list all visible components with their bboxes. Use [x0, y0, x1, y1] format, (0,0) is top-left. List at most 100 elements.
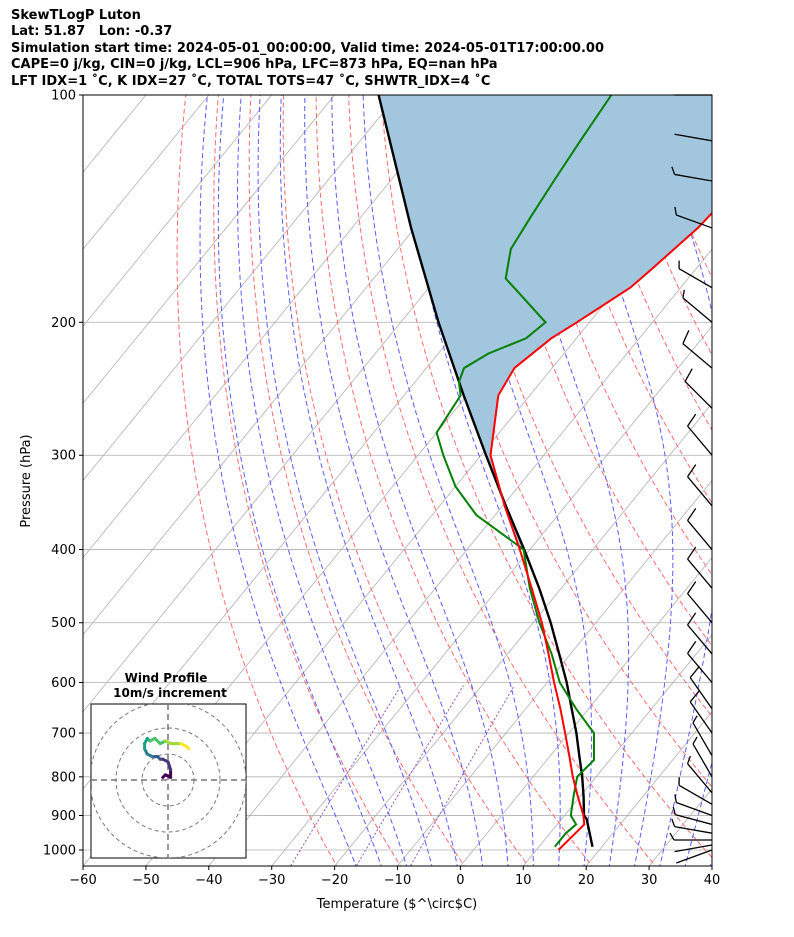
wind-barb	[682, 330, 713, 369]
isotherm	[83, 95, 273, 327]
axes: Temperature ($^\circ$C) Pressure (hPa) −…	[19, 89, 720, 913]
y-tick-label: 800	[51, 770, 76, 785]
isotherm	[397, 479, 712, 866]
hodograph-trace	[184, 744, 191, 751]
y-tick-label: 700	[51, 727, 76, 742]
y-tick-label: 300	[51, 449, 76, 464]
moist-adiabat	[497, 95, 630, 866]
wind-barb	[671, 166, 713, 182]
isotherm	[208, 248, 712, 866]
x-axis-label: Temperature ($^\circ$C)	[316, 897, 477, 912]
isotherm	[83, 95, 398, 482]
isotherm	[271, 325, 712, 866]
wind-barb	[676, 849, 713, 864]
wind-barb	[692, 715, 713, 756]
x-tick-label: −60	[69, 873, 96, 888]
wind-barb	[687, 508, 713, 550]
isotherm	[0, 95, 20, 866]
y-tick-label: 900	[51, 809, 76, 824]
dry-adiabat	[760, 63, 794, 870]
isotherm	[83, 95, 335, 405]
x-tick-label: 0	[456, 873, 464, 888]
dry-adiabat	[176, 95, 338, 866]
isotherm	[522, 634, 712, 866]
hodograph-title: Wind Profile	[125, 671, 208, 685]
moist-adiabat	[709, 858, 712, 866]
wind-barb	[671, 818, 713, 834]
x-tick-label: −40	[195, 873, 222, 888]
wind-barb	[687, 546, 713, 589]
moist-adiabat	[399, 95, 561, 866]
wind-barb	[678, 777, 713, 805]
wind-barb	[674, 206, 713, 229]
x-tick-label: 10	[515, 873, 532, 888]
dewpoint-line	[435, 95, 613, 848]
parcel-profile-line	[377, 95, 594, 847]
y-tick-label: 600	[51, 676, 76, 691]
moist-adiabat	[199, 95, 357, 866]
wind-barb	[687, 464, 713, 507]
title-times: Simulation start time: 2024-05-01_00:00:…	[11, 40, 604, 56]
moist-adiabat	[331, 95, 509, 866]
isotherm	[711, 865, 712, 866]
y-tick-label: 200	[51, 316, 76, 331]
wind-barb	[674, 133, 713, 142]
moist-adiabat	[217, 95, 382, 866]
hodograph-subtitle: 10m/s increment	[113, 686, 227, 700]
isotherm	[83, 95, 461, 559]
moist-adiabat	[362, 95, 534, 866]
x-tick-label: −20	[321, 873, 348, 888]
y-tick-label: 400	[51, 543, 76, 558]
y-tick-label: 500	[51, 616, 76, 631]
wind-barb	[669, 832, 712, 841]
title-indices-1: CAPE=0 j/kg, CIN=0 j/kg, LCL=906 hPa, LF…	[11, 57, 498, 73]
x-tick-label: −30	[258, 873, 285, 888]
y-tick-label: 1000	[43, 844, 76, 859]
wind-barb	[687, 612, 713, 655]
x-tick-label: −50	[132, 873, 159, 888]
wind-barb	[689, 665, 713, 710]
moist-adiabat	[236, 95, 408, 866]
wind-barb	[687, 413, 713, 456]
wind-barb	[672, 806, 713, 826]
y-tick-label: 100	[51, 89, 76, 104]
isotherm	[83, 95, 84, 96]
dry-adiabat	[413, 95, 712, 788]
dry-adiabat	[282, 95, 529, 866]
moist-adiabat	[304, 95, 484, 866]
wind-barbs	[669, 94, 713, 864]
x-tick-label: 40	[704, 873, 721, 888]
wind-barb	[692, 736, 713, 778]
x-tick-label: 30	[641, 873, 658, 888]
mixing-ratio-line	[355, 685, 464, 866]
title-location: Lat: 51.87 Lon: -0.37	[11, 24, 173, 40]
moist-adiabat	[257, 95, 433, 866]
isotherm	[334, 402, 712, 866]
isotherm	[585, 711, 712, 866]
moist-adiabat	[443, 95, 592, 866]
dry-adiabat	[728, 63, 794, 870]
dry-adiabat	[315, 95, 593, 866]
moist-adiabat	[279, 95, 458, 866]
chart-header: SkewTLogP Luton Lat: 51.87 Lon: -0.37 Si…	[11, 8, 604, 90]
wind-barb	[687, 581, 713, 624]
x-tick-label: −10	[384, 873, 411, 888]
moist-adiabat	[564, 95, 674, 866]
isotherm	[775, 95, 794, 866]
x-tick-label: 20	[578, 873, 595, 888]
title-indices-2: LFT IDX=1 ˚C, K IDX=27 ˚C, TOTAL TOTS=47…	[11, 73, 491, 89]
plot-area	[0, 63, 794, 870]
temperature-line	[489, 211, 712, 851]
wind-barb	[684, 368, 713, 409]
dry-adiabat	[348, 95, 657, 866]
isotherm	[83, 95, 210, 250]
hodograph-inset: Wind Profile 10m/s increment	[90, 671, 247, 859]
dry-adiabat	[380, 95, 712, 859]
mixing-ratio-line	[409, 685, 515, 866]
wind-barb	[686, 755, 713, 794]
y-axis-label: Pressure (hPa)	[19, 434, 34, 527]
wind-barb	[678, 260, 713, 289]
dry-adiabat	[248, 95, 466, 866]
wind-barb	[674, 844, 713, 853]
